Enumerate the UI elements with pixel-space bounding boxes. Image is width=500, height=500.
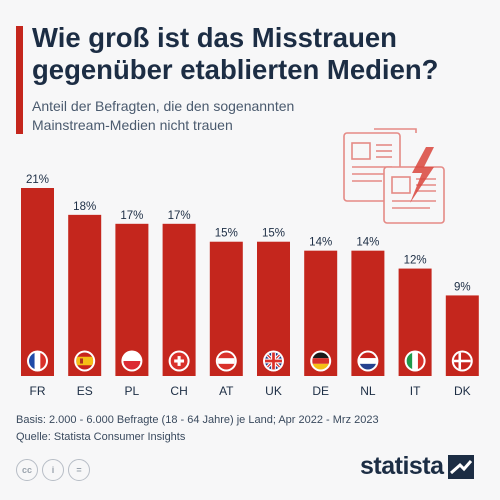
newspaper-illustration-icon bbox=[343, 128, 445, 224]
denmark-flag-icon bbox=[451, 350, 473, 372]
france-flag-icon bbox=[27, 350, 48, 372]
data-label-pl: 17% bbox=[120, 210, 143, 222]
tick-label-pl: PL bbox=[125, 384, 140, 398]
tick-label-ch: CH bbox=[170, 384, 187, 398]
switzerland-flag-icon bbox=[168, 350, 190, 372]
data-label-dk: 9% bbox=[454, 281, 471, 293]
logo-text: statista bbox=[360, 452, 444, 480]
chart-title: Wie groß ist das Misstrauen gegenüber et… bbox=[32, 22, 439, 85]
data-label-de: 14% bbox=[309, 237, 332, 249]
netherlands-flag-icon bbox=[357, 350, 379, 372]
statista-logo-mark-icon bbox=[447, 454, 474, 479]
creative-commons-icon[interactable]: cc bbox=[16, 459, 38, 481]
data-label-it: 12% bbox=[404, 255, 427, 267]
data-label-fr: 21% bbox=[26, 174, 49, 186]
data-label-uk: 15% bbox=[262, 228, 285, 240]
tick-label-uk: UK bbox=[265, 384, 282, 398]
bar-es bbox=[68, 214, 102, 376]
italy-flag-icon bbox=[404, 350, 426, 372]
austria-flag-icon bbox=[215, 350, 237, 372]
tick-label-de: DE bbox=[312, 384, 329, 398]
data-label-at: 15% bbox=[215, 228, 238, 240]
tick-label-nl: NL bbox=[360, 384, 376, 398]
chart-subtitle: Anteil der Befragten, die den sogenannte… bbox=[32, 98, 295, 133]
bar-chart: 21% FR 18% ES 17% PL 17% CH 15% AT 15% UK 14% DE 14% NL… bbox=[21, 174, 479, 398]
source-note: Quelle: Statista Consumer Insights bbox=[16, 431, 186, 443]
data-label-nl: 14% bbox=[356, 237, 379, 249]
tick-label-fr: FR bbox=[30, 384, 46, 398]
basis-note: Basis: 2.000 - 6.000 Befragte (18 - 64 J… bbox=[16, 414, 379, 426]
tick-label-es: ES bbox=[77, 384, 93, 398]
statista-logo[interactable]: statista bbox=[360, 452, 474, 481]
tick-label-it: IT bbox=[410, 384, 421, 398]
bar-fr bbox=[21, 188, 54, 376]
tick-label-at: AT bbox=[219, 384, 234, 398]
tick-label-dk: DK bbox=[454, 384, 471, 398]
attribution-icon[interactable]: i bbox=[42, 459, 64, 481]
title-accent-bar bbox=[16, 26, 23, 134]
germany-flag-icon bbox=[310, 350, 332, 372]
spain-flag-icon bbox=[74, 350, 96, 372]
data-label-es: 18% bbox=[73, 201, 96, 213]
license-icons: cc i = bbox=[16, 459, 90, 481]
uk-flag-icon bbox=[263, 350, 284, 372]
poland-flag-icon bbox=[121, 350, 143, 372]
data-label-ch: 17% bbox=[168, 210, 191, 222]
no-derivatives-icon[interactable]: = bbox=[68, 459, 90, 481]
